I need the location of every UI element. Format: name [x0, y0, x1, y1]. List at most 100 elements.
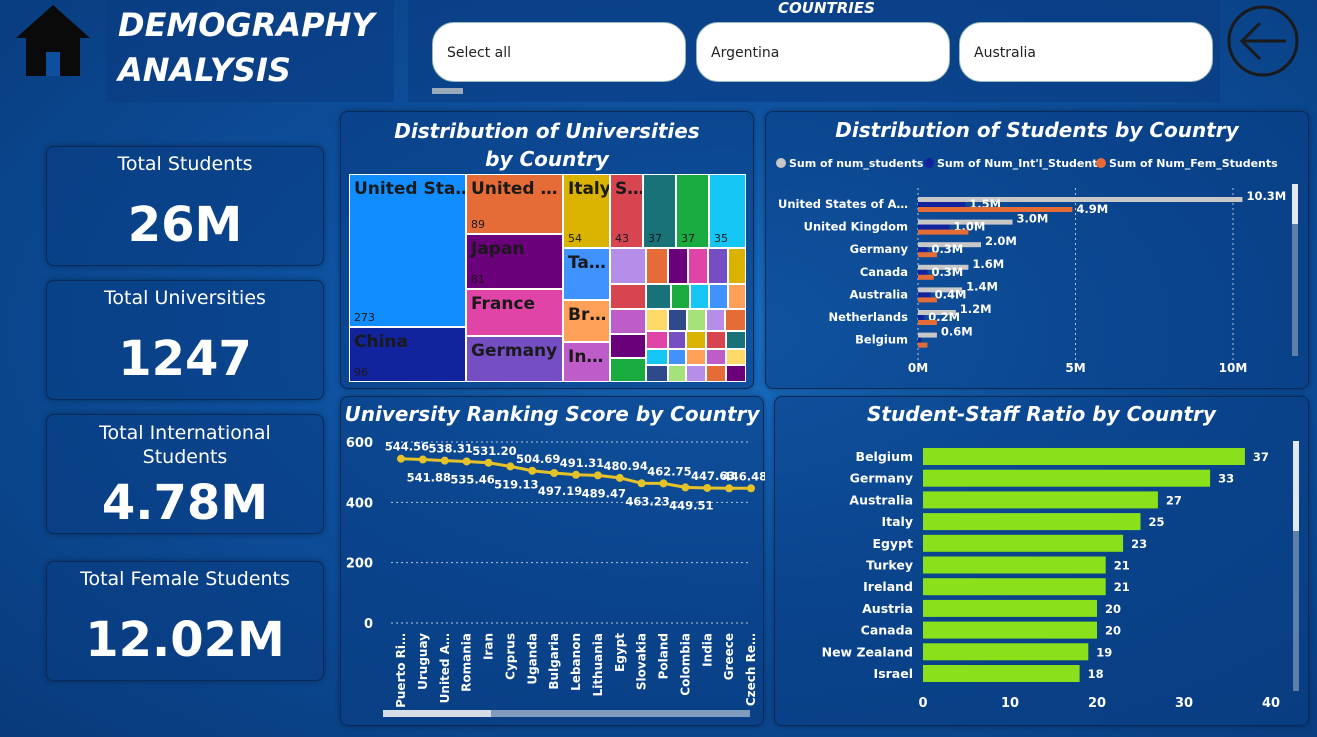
data-point: [615, 473, 624, 482]
data-point: [506, 462, 515, 471]
filter-option-argentina[interactable]: Argentina: [696, 22, 950, 82]
x-tick-label: Greece: [722, 633, 736, 680]
treemap-cell-small[interactable]: [706, 349, 726, 365]
treemap-cell[interactable]: Japan 81: [466, 234, 563, 289]
treemap-cell[interactable]: France: [466, 289, 563, 336]
x-tick-label: Lithuania: [591, 633, 605, 696]
data-point: [397, 454, 405, 463]
treemap-cell-small[interactable]: [688, 248, 708, 284]
treemap-cell-small[interactable]: [726, 365, 746, 382]
kpi-total-female-students: Total Female Students 12.02M: [46, 561, 324, 681]
treemap-cell-small[interactable]: [686, 331, 706, 349]
treemap-cell-small[interactable]: [726, 331, 746, 349]
category-label: Egypt: [872, 536, 913, 551]
data-label: 491.31: [560, 456, 604, 470]
y-tick-label: 600: [346, 436, 373, 451]
treemap-cell[interactable]: Germany: [466, 336, 563, 382]
bar: [918, 219, 1013, 225]
treemap-cell-small[interactable]: [706, 365, 726, 382]
back-arrow-icon: [1227, 5, 1299, 77]
treemap-cell[interactable]: China 96: [349, 327, 466, 382]
home-button[interactable]: [12, 2, 94, 78]
treemap-cell-small[interactable]: [646, 331, 668, 349]
treemap-cell-small[interactable]: [668, 309, 687, 331]
treemap-cell-small[interactable]: [646, 284, 671, 309]
treemap-cell-small[interactable]: [728, 284, 746, 309]
treemap-cell-label: Germany: [471, 341, 558, 361]
treemap-cell-small[interactable]: [610, 309, 646, 334]
ratio-chart[interactable]: 0 10 20 30 40 Belgium 37 Germany 33 Australia 27 It…: [775, 427, 1310, 727]
treemap-cell-small[interactable]: [646, 309, 668, 331]
legend-label: Sum of Num_Int'l_Students: [937, 157, 1104, 170]
filter-option-australia[interactable]: Australia: [959, 22, 1213, 82]
x-tick-label: 40: [1262, 696, 1280, 711]
y-tick-label: 0: [364, 617, 373, 632]
treemap-cell[interactable]: United … 89: [466, 174, 563, 234]
treemap-cell-small[interactable]: [690, 284, 709, 309]
x-tick-label: Poland: [657, 633, 671, 679]
data-label: 462.75: [647, 464, 691, 478]
treemap-cell[interactable]: United Sta… 273: [349, 174, 466, 327]
filter-option-select-all[interactable]: Select all: [432, 22, 686, 82]
treemap-cell-small[interactable]: [610, 358, 646, 382]
students-chart[interactable]: Sum of num_students Sum of Num_Int'l_Stud…: [766, 150, 1310, 390]
data-point: [593, 471, 602, 480]
treemap-cell-small[interactable]: [646, 248, 668, 284]
bar: [918, 320, 937, 325]
treemap-cell-small[interactable]: [726, 349, 746, 365]
treemap-cell[interactable]: 37: [643, 174, 676, 248]
treemap-cell-small[interactable]: [668, 248, 688, 284]
treemap-cell-value: 54: [568, 232, 582, 245]
data-label: 449.51: [669, 498, 713, 512]
treemap-cell-small[interactable]: [671, 284, 690, 309]
data-label: 544.56: [385, 440, 429, 454]
treemap-cell[interactable]: Ta…: [563, 248, 610, 300]
treemap-cell[interactable]: In…: [563, 342, 610, 382]
treemap-cell-small[interactable]: [686, 365, 706, 382]
treemap-cell-small[interactable]: [687, 309, 706, 331]
x-tick-label: Bulgaria: [547, 633, 561, 690]
treemap-cell-small[interactable]: [728, 248, 746, 284]
treemap-cell-small[interactable]: [668, 349, 686, 365]
bar: [918, 274, 934, 280]
filter-scrollbar[interactable]: [432, 88, 463, 94]
x-tick-label: Colombia: [678, 633, 692, 696]
category-label: Israel: [874, 666, 913, 681]
data-label: 463.23: [625, 494, 669, 508]
treemap-cell-value: 89: [471, 218, 485, 231]
data-label: 27: [1166, 493, 1182, 507]
category-label: Belgium: [855, 333, 908, 347]
data-label: 18: [1088, 667, 1104, 681]
treemap-cell-value: 96: [354, 366, 368, 379]
data-label: 1.2M: [960, 302, 992, 316]
data-label: 20: [1105, 602, 1121, 616]
treemap-cell-small[interactable]: [646, 365, 668, 382]
ranking-chart[interactable]: 0 200 400 600 544.56 Puerto Ri… 541.88 Uruguay 5…: [341, 427, 765, 727]
back-button[interactable]: [1226, 4, 1300, 78]
treemap-cell-small[interactable]: [668, 365, 686, 382]
bar: [918, 269, 928, 275]
treemap-cell-value: 81: [471, 273, 485, 286]
category-label: Belgium: [856, 449, 913, 464]
data-label: 541.88: [407, 471, 451, 485]
treemap-cell-small[interactable]: [708, 248, 728, 284]
treemap-cell-small[interactable]: [668, 331, 686, 349]
treemap-cell-small[interactable]: [709, 284, 728, 309]
treemap-cell[interactable]: Italy 54: [563, 174, 610, 248]
data-label: 1.6M: [972, 257, 1004, 271]
treemap-cell-small[interactable]: [686, 349, 706, 365]
universities-treemap[interactable]: United Sta… 273 China 96 United … 89 Japan 81 Fr…: [349, 174, 746, 382]
treemap-cell[interactable]: 37: [676, 174, 709, 248]
treemap-cell-small[interactable]: [706, 309, 725, 331]
treemap-cell[interactable]: S… 43: [610, 174, 643, 248]
treemap-cell-value: 43: [615, 232, 629, 245]
treemap-cell[interactable]: Br…: [563, 300, 610, 342]
treemap-cell-small[interactable]: [610, 284, 646, 309]
treemap-cell[interactable]: 35: [709, 174, 746, 248]
ranking-chart-panel: University Ranking Score by Country 0 200…: [340, 396, 765, 727]
treemap-cell-small[interactable]: [610, 334, 646, 358]
treemap-cell-small[interactable]: [646, 349, 668, 365]
treemap-cell-small[interactable]: [725, 309, 746, 331]
treemap-cell-small[interactable]: [610, 248, 646, 284]
treemap-cell-small[interactable]: [706, 331, 726, 349]
